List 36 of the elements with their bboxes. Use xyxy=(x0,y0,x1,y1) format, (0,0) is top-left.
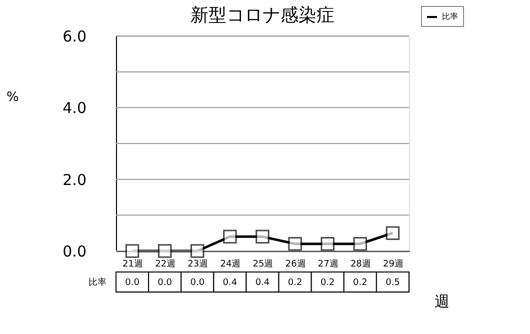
point xyxy=(386,226,400,240)
data-label: 0.4 xyxy=(255,278,270,288)
x-tick-label: 28週 xyxy=(350,258,371,270)
x-tick-label: 29週 xyxy=(382,258,404,270)
x-tick-label: 27週 xyxy=(318,258,338,270)
y-tick-label: 0.0 xyxy=(62,242,86,260)
x-tick-label: 25週 xyxy=(252,258,274,270)
point xyxy=(320,236,334,251)
point xyxy=(256,230,270,244)
legend-label: 比率 xyxy=(442,12,458,21)
data-label: 0.4 xyxy=(222,278,238,288)
data-label: 0.2 xyxy=(320,278,335,288)
point xyxy=(353,236,368,251)
x-tick-label: 21週 xyxy=(122,258,144,270)
data-label: 0.5 xyxy=(386,278,400,288)
y-tick-label: 6.0 xyxy=(62,28,86,46)
point xyxy=(223,230,237,244)
point xyxy=(125,244,140,258)
point xyxy=(288,236,302,251)
point xyxy=(190,244,204,258)
chart-title: 新型コロナ感染症 xyxy=(190,5,334,26)
data-label: 0.0 xyxy=(125,278,140,288)
x-tick-label: 24週 xyxy=(220,258,241,270)
y-tick-label: 4.0 xyxy=(62,99,86,118)
text: 比率 xyxy=(88,278,106,288)
y-tick-label: 2.0 xyxy=(62,170,86,189)
data-label: 0.0 xyxy=(158,278,172,288)
x-axis-title: 週 xyxy=(434,292,450,310)
point xyxy=(158,244,172,258)
x-tick-label: 23週 xyxy=(188,258,208,270)
y-axis-title: % xyxy=(6,90,19,105)
x-tick-label: 26週 xyxy=(285,258,306,270)
data-label: 0.2 xyxy=(353,278,368,288)
x-tick-label: 22週 xyxy=(155,258,176,270)
data-label: 0.2 xyxy=(288,278,302,288)
data-label: 0.0 xyxy=(190,278,205,288)
